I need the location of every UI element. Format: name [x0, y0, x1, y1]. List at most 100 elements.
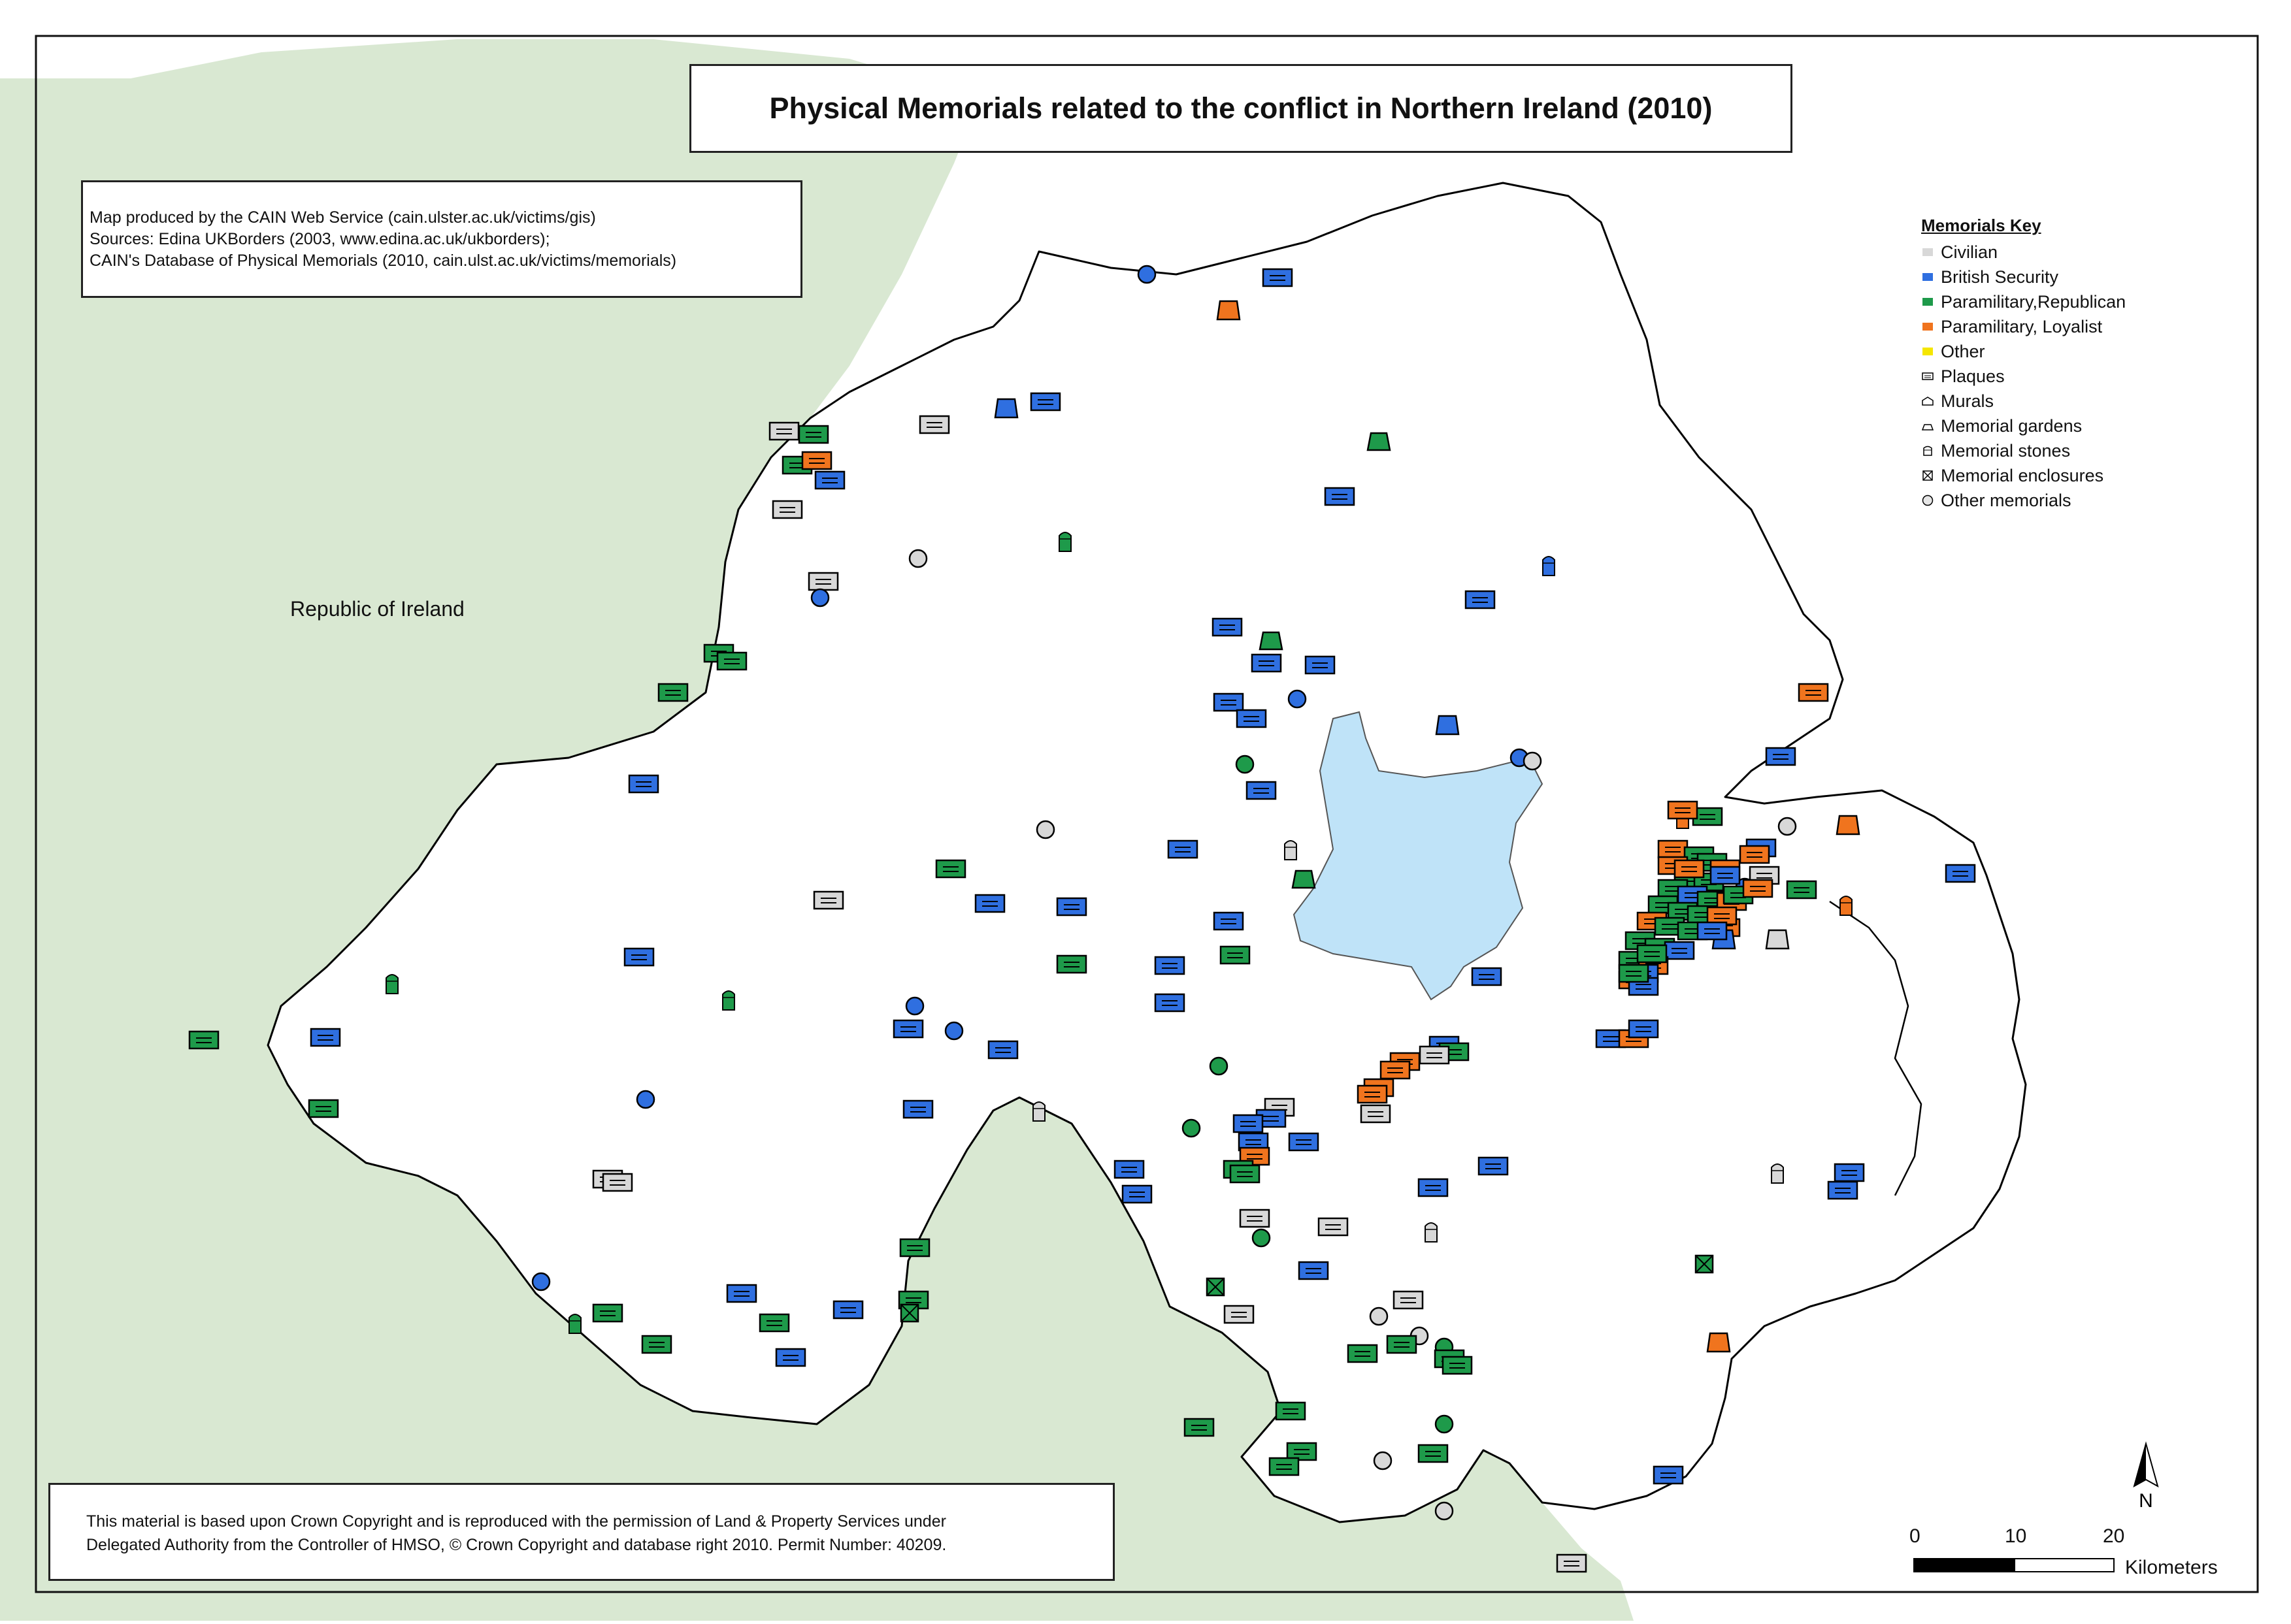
legend-label: Civilian	[1941, 242, 1998, 262]
plaque-marker	[814, 470, 846, 490]
plaque-marker	[1239, 1209, 1270, 1228]
legend-label: Paramilitary, Loyalist	[1941, 316, 2103, 336]
other-swatch	[1921, 345, 1934, 358]
other-memorial-marker	[636, 1090, 655, 1109]
stone-marker	[1425, 1222, 1438, 1242]
plaque-marker	[1317, 1217, 1349, 1237]
plaque-marker	[987, 1040, 1019, 1060]
credits-line: Sources: Edina UKBorders (2003, www.edin…	[90, 230, 550, 248]
other-memorial-icon	[1921, 494, 1934, 507]
plaque-marker	[1154, 956, 1185, 975]
enclosure-marker	[1206, 1277, 1225, 1297]
plaque-marker	[1360, 1104, 1391, 1124]
republic-of-ireland-land	[0, 39, 1634, 1621]
plaque-marker	[759, 1313, 790, 1333]
legend-item-memorial-gardens: Memorial gardens	[1921, 414, 2196, 438]
legend-item-civilian: Civilian	[1921, 240, 2196, 265]
northern-ireland-land	[267, 182, 2027, 1523]
plaque-marker	[628, 774, 659, 794]
plaque-marker	[1673, 859, 1705, 879]
plaque-marker	[1765, 747, 1796, 766]
plaque-marker	[1477, 1156, 1509, 1176]
plaque-marker	[772, 500, 803, 519]
legend-label: Memorial stones	[1941, 440, 2071, 461]
plaque-marker	[1692, 807, 1723, 826]
enclosure-marker	[1694, 1254, 1714, 1274]
garden-marker	[1259, 631, 1283, 651]
plaque-marker	[1275, 1401, 1306, 1421]
plaque-marker	[1827, 1180, 1858, 1200]
stone-marker	[722, 990, 735, 1011]
other-memorial-marker	[1523, 751, 1542, 771]
plaque-marker	[1219, 945, 1251, 965]
memorial-markers	[188, 265, 1976, 1573]
stone-marker	[1284, 840, 1297, 860]
plaque-marker	[726, 1284, 757, 1303]
legend-label: Other	[1941, 341, 1985, 361]
plaque-marker	[1556, 1553, 1587, 1573]
plaque-marker	[1121, 1184, 1153, 1204]
plaque-marker	[1213, 692, 1244, 712]
scale-tick: 0	[1909, 1525, 1920, 1547]
mural-marker	[1216, 300, 1241, 321]
plaque-marker	[801, 451, 832, 470]
copyright-line: Delegated Authority from the Controller …	[86, 1536, 947, 1554]
plaque-marker	[1262, 268, 1293, 287]
plaque-marker	[716, 651, 748, 671]
plaque-marker	[1324, 487, 1355, 506]
plaque-marker	[1636, 944, 1668, 964]
credits-box: Map produced by the CAIN Web Service (ca…	[81, 180, 802, 298]
north-label: N	[2139, 1490, 2153, 1512]
plaque-marker	[1304, 655, 1336, 675]
legend-item-other: Other	[1921, 339, 2196, 364]
stone-marker	[386, 974, 399, 994]
stone-marker	[1839, 896, 1853, 916]
legend-item-paramilitary-republican: Paramilitary,Republican	[1921, 289, 2196, 314]
north-arrow-icon: N	[2133, 1441, 2159, 1512]
plaque-marker	[1742, 879, 1773, 898]
strangford-lough	[1829, 900, 1922, 1196]
other-memorial-marker	[1137, 265, 1157, 284]
plaque-marker	[1786, 880, 1817, 900]
plaque-marker	[768, 421, 800, 441]
plaque-marker	[1471, 967, 1502, 986]
other-memorial-marker	[1251, 1228, 1271, 1248]
plaque-marker	[1739, 845, 1770, 864]
legend-label: Murals	[1941, 391, 1994, 411]
plaque-marker	[641, 1335, 672, 1354]
plaque-marker	[893, 1019, 924, 1039]
enclosure-marker	[900, 1303, 919, 1323]
plaque-marker	[1347, 1344, 1378, 1363]
plaque-marker	[1706, 906, 1738, 926]
garden-marker	[1291, 869, 1316, 889]
plaque-marker	[974, 894, 1006, 913]
copyright-box: This material is based upon Crown Copyri…	[48, 1483, 1115, 1581]
scale-tick: 10	[2005, 1525, 2027, 1547]
plaque-marker	[1709, 866, 1741, 885]
plaque-marker	[1664, 941, 1695, 960]
enclosure-icon	[1921, 469, 1934, 482]
plaque-marker	[813, 890, 844, 910]
plaque-marker	[308, 1099, 339, 1118]
plaque-marker	[1167, 839, 1198, 859]
plaque-marker	[1113, 1160, 1145, 1179]
stone-icon	[1921, 444, 1934, 457]
garden-icon	[1921, 419, 1934, 432]
other-memorial-marker	[1181, 1118, 1201, 1138]
legend-item-murals: Murals	[1921, 389, 2196, 414]
memorials-legend: Memorials Key Civilian British Security …	[1921, 216, 2196, 513]
plaque-marker	[1464, 590, 1496, 609]
other-memorial-marker	[1777, 817, 1797, 836]
plaque-marker	[1245, 781, 1277, 800]
plaque-marker	[775, 1348, 806, 1367]
civilian-swatch	[1921, 246, 1934, 259]
other-memorial-marker	[1373, 1451, 1393, 1470]
stone-marker	[1059, 532, 1072, 552]
plaque-marker	[1393, 1290, 1424, 1310]
plaque-marker	[1288, 1132, 1319, 1152]
mural-marker	[994, 398, 1019, 419]
legend-label: Memorial enclosures	[1941, 465, 2104, 485]
legend-item-plaques: Plaques	[1921, 364, 2196, 389]
scale-unit: Kilometers	[2125, 1557, 2218, 1578]
